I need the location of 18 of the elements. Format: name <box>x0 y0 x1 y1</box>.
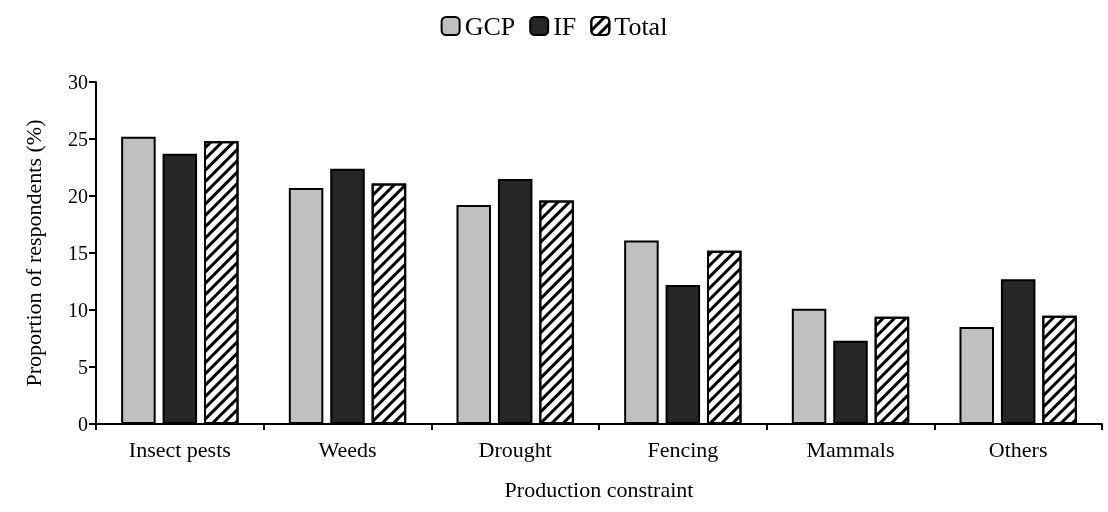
y-tick-label: 25 <box>68 128 88 150</box>
y-tick-label: 30 <box>68 71 88 93</box>
legend-label: IF <box>553 11 577 41</box>
x-axis-title: Production constraint <box>504 476 694 502</box>
x-tick-label: Insect pests <box>128 436 231 462</box>
y-axis-title: Proportion of respondents (%) <box>20 119 46 387</box>
legend-label: GCP <box>464 11 516 41</box>
x-tick-label: Fencing <box>647 436 719 462</box>
x-tick-label: Others <box>988 436 1048 462</box>
y-tick-label: 0 <box>78 413 88 435</box>
x-tick-label: Drought <box>478 436 552 462</box>
y-tick-label: 10 <box>68 299 88 321</box>
x-tick-label: Mammals <box>806 436 895 462</box>
y-tick-label: 5 <box>78 356 88 378</box>
legend-label: Total <box>614 11 668 41</box>
y-tick-label: 15 <box>68 242 88 264</box>
y-tick-label: 20 <box>68 185 88 207</box>
x-tick-label: Weeds <box>318 436 377 462</box>
